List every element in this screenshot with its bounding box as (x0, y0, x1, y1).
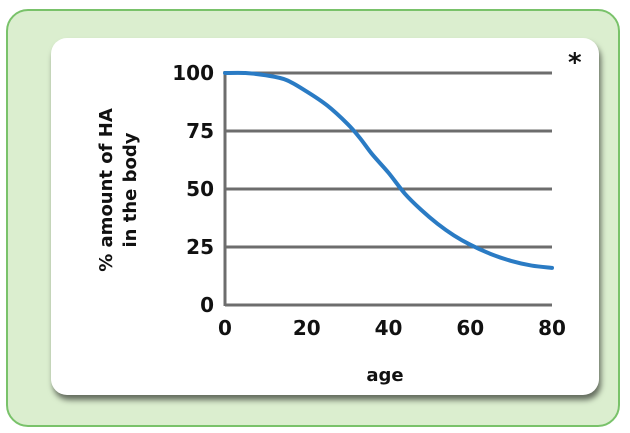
y-tick-label: 0 (200, 293, 214, 317)
y-tick-label: 75 (186, 119, 214, 143)
x-tick-label: 20 (293, 316, 321, 340)
y-axis-label-line-1: % amount of HA (96, 108, 117, 272)
x-tick-label: 40 (375, 316, 403, 340)
y-axis-label-line-2: in the body (120, 132, 141, 247)
x-tick-label: 80 (538, 316, 566, 340)
axes (223, 71, 552, 307)
y-tick-label: 50 (186, 177, 214, 201)
y-axis-label: % amount of HA in the body (96, 108, 141, 272)
chart-card (51, 38, 599, 395)
y-tick-label: 100 (172, 61, 214, 85)
series-line (223, 70, 554, 270)
series-lines (223, 70, 554, 270)
y-tick-labels: 0 25 50 75 100 (172, 61, 214, 317)
x-tick-label: 60 (456, 316, 484, 340)
x-axis-label: age (366, 365, 403, 386)
y-tick-label: 25 (186, 235, 214, 259)
x-tick-labels: 0 20 40 60 80 (218, 316, 566, 340)
x-tick-label: 0 (218, 316, 232, 340)
grid-lines (225, 71, 552, 249)
asterisk-annotation: * (568, 48, 582, 78)
